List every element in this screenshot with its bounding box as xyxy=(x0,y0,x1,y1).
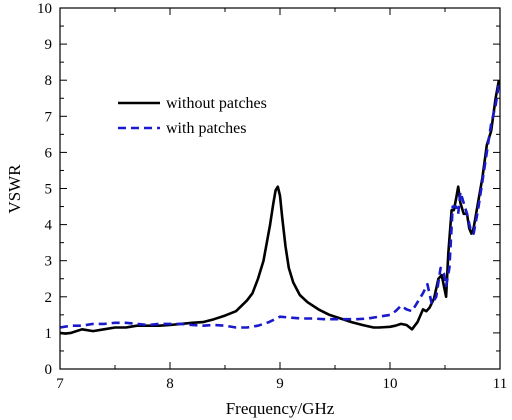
y-tick-label: 4 xyxy=(45,218,53,234)
x-axis-title: Frequency/GHz xyxy=(226,399,335,418)
y-tick-label: 3 xyxy=(45,254,53,270)
series-line-with-patches xyxy=(59,83,501,329)
series-line-without-patches xyxy=(59,79,501,335)
axis-ticks xyxy=(59,7,501,370)
y-axis-title: VSWR xyxy=(5,164,24,214)
plot-frame xyxy=(59,7,501,370)
y-tick-label: 2 xyxy=(45,290,53,306)
y-tick-label: 6 xyxy=(45,145,53,161)
x-tick-label: 10 xyxy=(383,376,398,392)
x-tick-label: 9 xyxy=(276,376,284,392)
y-tick-label: 1 xyxy=(45,326,53,342)
y-tick-label: 7 xyxy=(45,109,53,125)
x-tick-label: 8 xyxy=(166,376,174,392)
y-tick-label: 0 xyxy=(45,362,53,378)
y-tick-label: 8 xyxy=(45,73,53,89)
y-tick-label: 10 xyxy=(37,1,52,17)
tick-labels: 7 8 9 10 11 0 1 2 3 4 5 6 7 8 9 10 xyxy=(37,1,507,392)
legend: without patches with patches xyxy=(118,95,267,137)
y-tick-label: 9 xyxy=(45,37,53,53)
x-tick-label: 11 xyxy=(493,376,507,392)
series-layer xyxy=(59,79,501,335)
y-tick-label: 5 xyxy=(45,182,53,198)
legend-label: with patches xyxy=(166,120,246,137)
legend-label: without patches xyxy=(166,95,267,112)
x-tick-label: 7 xyxy=(56,376,64,392)
